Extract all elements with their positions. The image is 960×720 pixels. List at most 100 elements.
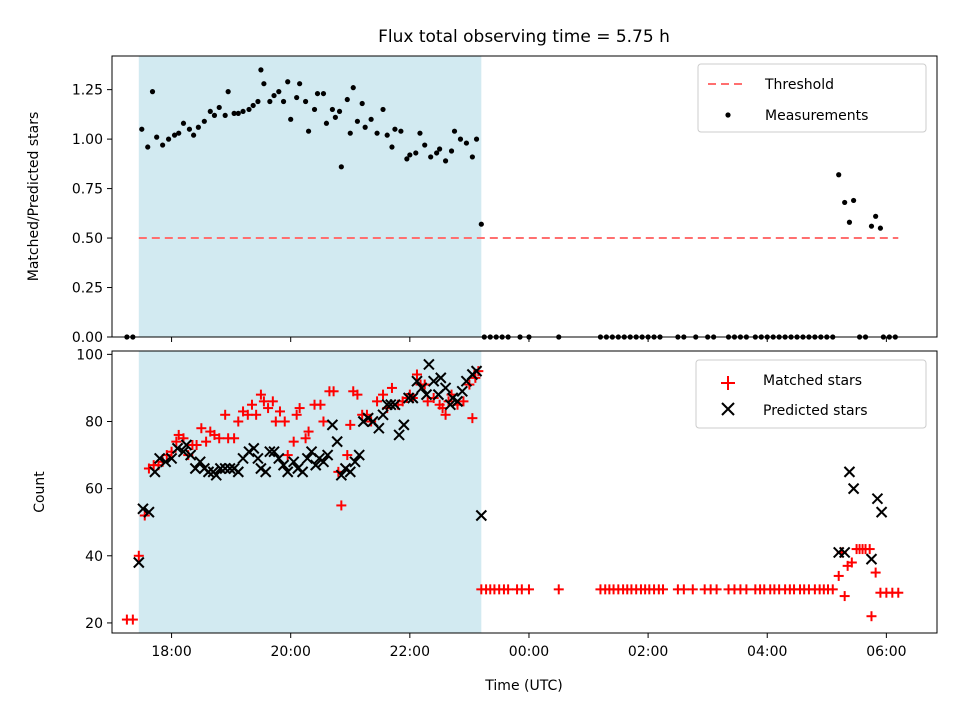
x-tick-label: 18:00 [151, 644, 191, 660]
matched-star-point [833, 570, 844, 581]
matched-star-point [846, 557, 857, 568]
matched-star-point [191, 440, 202, 450]
predicted-star-point [277, 459, 290, 471]
measurement-point [463, 140, 470, 146]
matched-star-point [291, 409, 302, 420]
matched-star-point [687, 584, 698, 595]
measurement-point [267, 98, 273, 105]
measurement-point [231, 110, 237, 116]
matched-star-point [263, 403, 274, 414]
predicted-star-point [875, 506, 888, 518]
predicted-star-point [843, 466, 856, 478]
measurement-point [422, 142, 428, 148]
predicted-star-point [268, 446, 280, 458]
bottom-y-tick-label: 40 [85, 549, 103, 565]
matched-star-point [294, 403, 305, 414]
matched-star-point [378, 389, 389, 400]
legend-measurements-label: Measurements [765, 108, 868, 124]
legend-predicted-marker [721, 402, 735, 416]
predicted-star-point [259, 466, 272, 478]
matched-star-point [251, 409, 262, 420]
matched-star-point [503, 584, 514, 595]
measurement-point [261, 81, 267, 87]
matched-star-point [229, 433, 240, 444]
measurement-point [145, 144, 151, 150]
measurement-point [149, 89, 156, 95]
measurement-point [338, 164, 344, 170]
predicted-star-point [435, 372, 447, 384]
measurement-point [473, 136, 480, 142]
measurement-point [354, 118, 361, 124]
predicted-star-point [349, 456, 361, 468]
predicted-star-point [373, 422, 385, 434]
matched-star-point [839, 591, 850, 602]
measurement-point [250, 102, 256, 109]
matched-star-point [372, 396, 383, 407]
measurement-point [417, 130, 423, 136]
matched-star-point [458, 396, 469, 407]
matched-star-point [201, 436, 212, 447]
predicted-star-point [149, 466, 161, 478]
measurement-point [437, 146, 443, 152]
measurement-point [255, 98, 261, 105]
matched-star-point [866, 611, 877, 622]
predicted-star-point [389, 399, 401, 411]
measurement-point [478, 221, 484, 227]
matched-star-point [553, 584, 564, 595]
matched-star-point [274, 406, 285, 417]
matched-star-point [864, 544, 875, 555]
matched-star-point [196, 423, 207, 434]
legend-threshold-label: Threshold [764, 77, 834, 93]
measurement-point [246, 106, 252, 113]
bottom-y-axis-label: Count [32, 471, 48, 513]
predicted-star-point [264, 446, 276, 458]
matched-star-point [258, 396, 269, 407]
predicted-star-point [398, 419, 410, 431]
chart-title: Flux total observing time = 5.75 h [378, 27, 670, 47]
measurement-point [323, 120, 330, 126]
matched-star-point [411, 369, 422, 380]
predicted-star-point [252, 452, 264, 465]
matched-star-point [711, 584, 722, 595]
matched-star-point [220, 409, 231, 420]
predicted-star-point [153, 452, 166, 465]
measurement-point [302, 98, 309, 105]
measurement-point [165, 136, 172, 142]
measurement-point [216, 104, 222, 111]
predicted-star-point [202, 466, 215, 478]
legend-matched-marker [721, 376, 735, 390]
predicted-star-point [177, 446, 190, 458]
measurement-point [195, 124, 201, 130]
bottom-y-tick-label: 60 [85, 482, 103, 498]
predicted-star-point [439, 382, 452, 394]
matched-star-point [827, 584, 838, 595]
predicted-star-point [331, 435, 343, 448]
predicted-star-point [470, 365, 483, 377]
predicted-star-point [143, 506, 155, 518]
x-tick-label: 00:00 [509, 644, 549, 660]
measurement-point [180, 120, 187, 126]
top-y-tick-label: 0.75 [72, 182, 103, 198]
measurement-point [362, 124, 368, 130]
measurement-point [359, 100, 365, 107]
bottom-legend-box [695, 359, 927, 429]
matched-star-point [328, 386, 339, 397]
predicted-star-point [273, 452, 285, 465]
measurement-point [404, 156, 410, 162]
measurement-point [235, 110, 241, 116]
predicted-star-point [326, 419, 339, 431]
measurement-point [280, 98, 287, 105]
matched-star-point [127, 614, 138, 625]
measurement-point [380, 106, 386, 113]
measurement-point [305, 128, 312, 134]
legend-measurements-marker [725, 112, 731, 118]
bottom-legend: Matched stars Predicted stars [695, 359, 927, 429]
measurement-point [374, 130, 380, 136]
measurement-point [398, 128, 404, 134]
matched-star-point [345, 419, 356, 430]
predicted-star-point [224, 462, 236, 475]
top-shaded-span [138, 56, 482, 337]
measurement-point [407, 152, 413, 158]
predicted-star-point [407, 392, 419, 404]
matched-star-point [171, 436, 182, 447]
